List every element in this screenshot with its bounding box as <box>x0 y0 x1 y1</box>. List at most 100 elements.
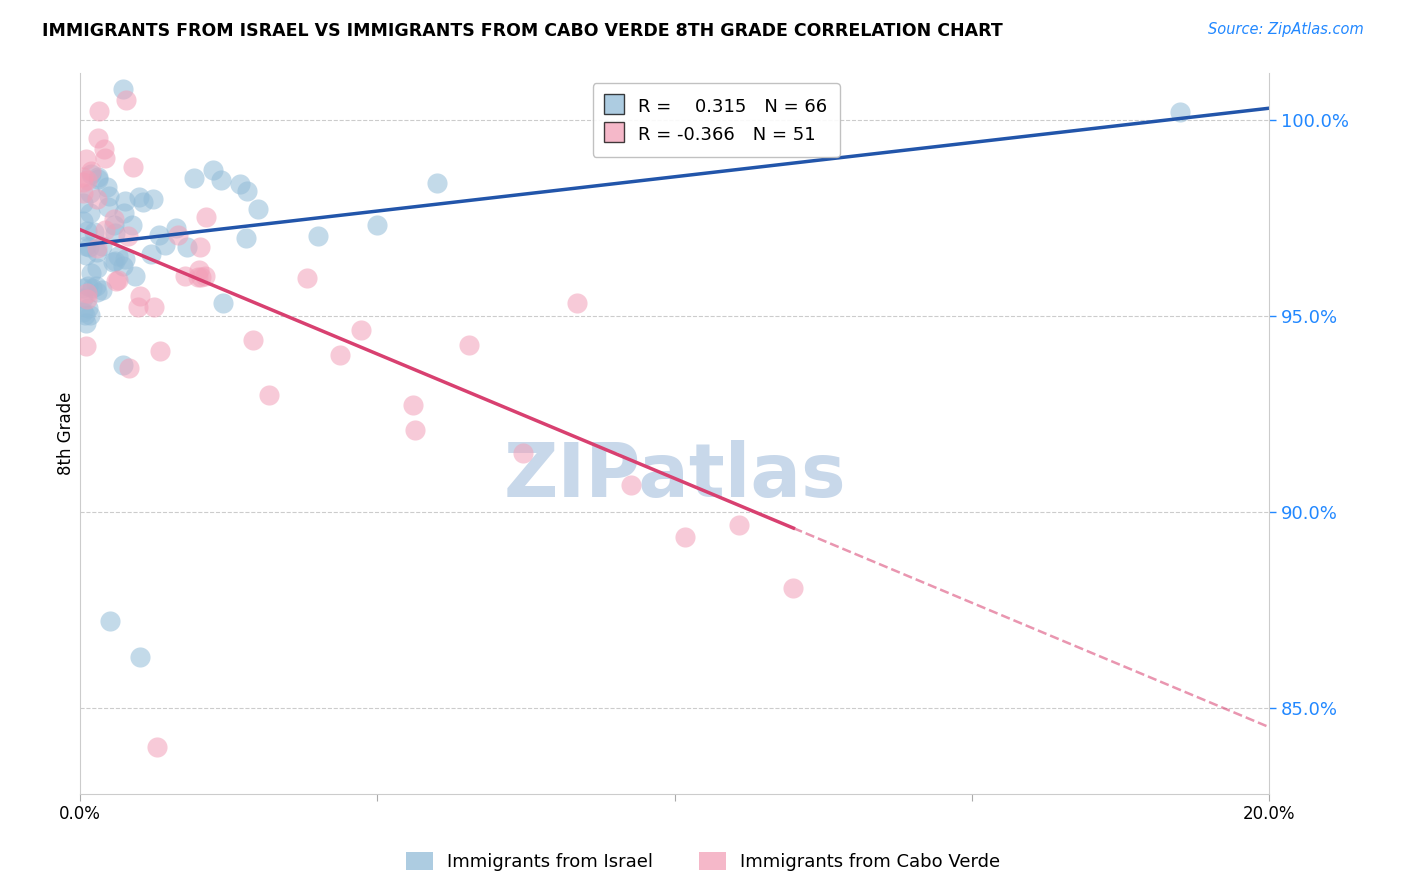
Point <box>72 196 94 211</box>
Point <box>620 477 643 491</box>
Point <box>72 169 94 184</box>
Point <box>329 348 352 362</box>
Point <box>122 161 145 175</box>
Point <box>128 649 150 664</box>
Point <box>458 337 481 351</box>
Point <box>153 238 176 252</box>
Point <box>211 173 233 187</box>
Point <box>94 151 117 165</box>
Point <box>257 388 280 402</box>
Point <box>190 270 212 285</box>
Point <box>165 221 187 235</box>
Point <box>91 283 114 297</box>
Point <box>142 300 165 314</box>
Point <box>89 103 111 118</box>
Point <box>76 292 98 306</box>
Point <box>128 190 150 204</box>
Point <box>235 184 257 198</box>
Point <box>139 247 162 261</box>
Point <box>75 238 97 252</box>
Point <box>103 212 125 227</box>
Point <box>77 278 100 293</box>
Point <box>75 316 97 330</box>
Point <box>728 518 751 533</box>
Point <box>75 152 97 166</box>
Point <box>98 189 121 203</box>
Point <box>86 261 108 276</box>
Text: IMMIGRANTS FROM ISRAEL VS IMMIGRANTS FROM CABO VERDE 8TH GRADE CORRELATION CHART: IMMIGRANTS FROM ISRAEL VS IMMIGRANTS FRO… <box>42 22 1002 40</box>
Point <box>121 218 143 232</box>
Point <box>87 171 110 186</box>
Point <box>512 445 534 459</box>
Y-axis label: 8th Grade: 8th Grade <box>58 392 75 475</box>
Point <box>127 300 149 314</box>
Point <box>72 186 94 200</box>
Point <box>114 194 136 208</box>
Point <box>86 278 108 293</box>
Point <box>229 178 252 192</box>
Point <box>80 163 103 178</box>
Point <box>307 229 329 244</box>
Point <box>194 210 217 224</box>
Point <box>83 225 105 239</box>
Point <box>77 301 100 315</box>
Point <box>187 269 209 284</box>
Point <box>107 273 129 287</box>
Point <box>79 308 101 322</box>
Point <box>247 202 270 216</box>
Point <box>107 248 129 262</box>
Point <box>72 281 94 295</box>
Legend: R =  0.315 N = 66, R = -0.366 N = 51: R = 0.315 N = 66, R = -0.366 N = 51 <box>593 84 839 157</box>
Point <box>112 358 135 372</box>
Point <box>75 247 97 261</box>
Point <box>114 252 136 266</box>
Point <box>567 295 589 310</box>
Point <box>97 200 120 214</box>
Point <box>96 179 118 194</box>
Point <box>80 281 103 295</box>
Point <box>77 240 100 254</box>
Point <box>170 798 193 813</box>
Text: Source: ZipAtlas.com: Source: ZipAtlas.com <box>1208 22 1364 37</box>
Point <box>149 343 172 358</box>
Point <box>86 241 108 255</box>
Point <box>76 173 98 187</box>
Point <box>402 398 425 412</box>
Point <box>86 192 108 206</box>
Point <box>142 193 165 207</box>
Point <box>79 205 101 219</box>
Point <box>86 285 108 300</box>
Point <box>76 223 98 237</box>
Point <box>73 308 96 322</box>
Point <box>104 253 127 268</box>
Point <box>117 228 139 243</box>
Point <box>176 240 198 254</box>
Point <box>86 244 108 259</box>
Point <box>173 268 195 283</box>
Point <box>72 304 94 318</box>
Point <box>295 271 318 285</box>
Point <box>404 423 426 437</box>
Point <box>131 194 153 209</box>
Point <box>212 296 235 310</box>
Point <box>90 239 112 253</box>
Point <box>1168 105 1191 120</box>
Point <box>93 141 115 155</box>
Point <box>148 228 170 243</box>
Point <box>112 206 135 220</box>
Point <box>426 176 449 190</box>
Point <box>128 289 150 303</box>
Point <box>366 218 388 232</box>
Point <box>782 581 804 595</box>
Point <box>98 615 121 629</box>
Point <box>167 228 190 243</box>
Point <box>80 266 103 280</box>
Point <box>183 170 205 185</box>
Point <box>72 175 94 189</box>
Text: ZIPatlas: ZIPatlas <box>503 440 846 513</box>
Point <box>188 263 211 277</box>
Point <box>194 269 217 284</box>
Point <box>118 360 141 375</box>
Point <box>104 226 127 240</box>
Point <box>111 81 134 95</box>
